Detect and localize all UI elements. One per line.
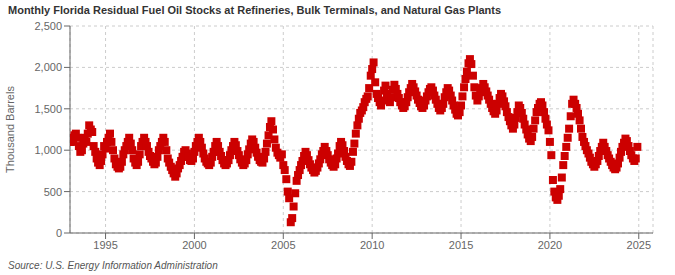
svg-text:2,000: 2,000	[34, 61, 62, 73]
svg-text:2015: 2015	[449, 239, 473, 251]
svg-text:1995: 1995	[93, 239, 117, 251]
html-text:Source: U.S. Energy Informatio: Source: U.S. Energy Information Administ…	[8, 260, 218, 271]
svg-text:1,500: 1,500	[34, 103, 62, 115]
svg-text:2010: 2010	[360, 239, 384, 251]
svg-text:1,000: 1,000	[34, 144, 62, 156]
svg-text:2005: 2005	[271, 239, 295, 251]
svg-text:0: 0	[56, 227, 62, 239]
svg-text:2,500: 2,500	[34, 20, 62, 32]
html-text:Monthly Florida Residual Fuel: Monthly Florida Residual Fuel Oil Stocks…	[8, 4, 502, 16]
svg-text:2000: 2000	[182, 239, 206, 251]
svg-text:500: 500	[44, 186, 62, 198]
svg-text:Thousand Barrels: Thousand Barrels	[8, 86, 16, 173]
svg-text:2025: 2025	[627, 239, 651, 251]
svg-text:2020: 2020	[538, 239, 562, 251]
